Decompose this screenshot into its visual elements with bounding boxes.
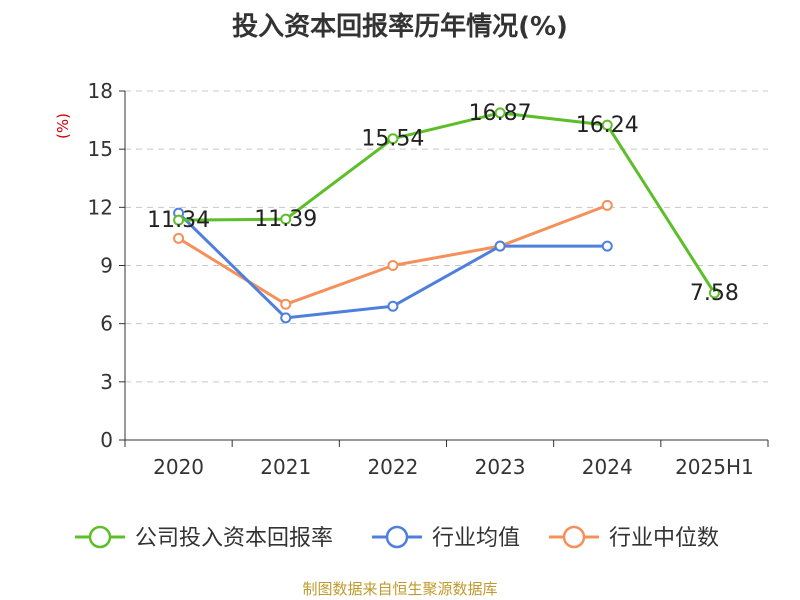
y-tick-label: 3: [100, 370, 113, 394]
data-point: [494, 107, 506, 119]
source-note: 制图数据来自恒生聚源数据库: [302, 580, 498, 598]
data-label: 11.39: [254, 207, 317, 232]
data-point: [387, 133, 399, 145]
y-tick-label: 18: [88, 79, 113, 103]
y-tick-label: 15: [88, 137, 113, 161]
data-point: [280, 213, 292, 225]
x-tick-label: 2023: [475, 455, 526, 479]
chart-title: 投入资本回报率历年情况(%): [232, 12, 568, 42]
series-line: [178, 111, 716, 294]
data-point: [387, 300, 399, 312]
legend-swatch-marker: [385, 525, 409, 549]
data-point: [387, 260, 399, 271]
y-tick-label: 9: [100, 254, 113, 278]
data-point: [173, 232, 185, 244]
data-point: [601, 119, 613, 131]
x-tick-label: 2020: [153, 455, 204, 479]
y-tick-label: 12: [88, 195, 113, 219]
x-tick-label: 2022: [367, 455, 418, 479]
data-point: [280, 312, 292, 324]
data-label: 16.24: [576, 113, 639, 138]
legend-label: 行业中位数: [609, 526, 719, 551]
legend-swatch-marker: [88, 525, 112, 549]
legend-label: 行业均值: [432, 526, 520, 551]
y-axis-label: (%): [54, 113, 72, 139]
legend-swatch-marker: [562, 525, 586, 549]
data-point: [173, 214, 185, 226]
data-label: 15.54: [361, 127, 424, 152]
legend-label: 公司投入资本回报率: [135, 526, 333, 551]
x-tick-label: 2025H1: [675, 455, 754, 479]
data-point: [708, 287, 720, 299]
y-tick-label: 6: [100, 312, 113, 336]
data-label: 7.58: [690, 281, 739, 306]
data-point: [601, 199, 613, 211]
data-label: 16.87: [469, 101, 532, 126]
x-tick-label: 2024: [582, 455, 633, 479]
data-point: [280, 298, 292, 310]
data-label: 11.34: [147, 208, 210, 233]
data-point: [494, 240, 506, 252]
x-tick-label: 2021: [260, 455, 311, 479]
data-point: [601, 240, 613, 252]
y-tick-label: 0: [100, 428, 113, 452]
